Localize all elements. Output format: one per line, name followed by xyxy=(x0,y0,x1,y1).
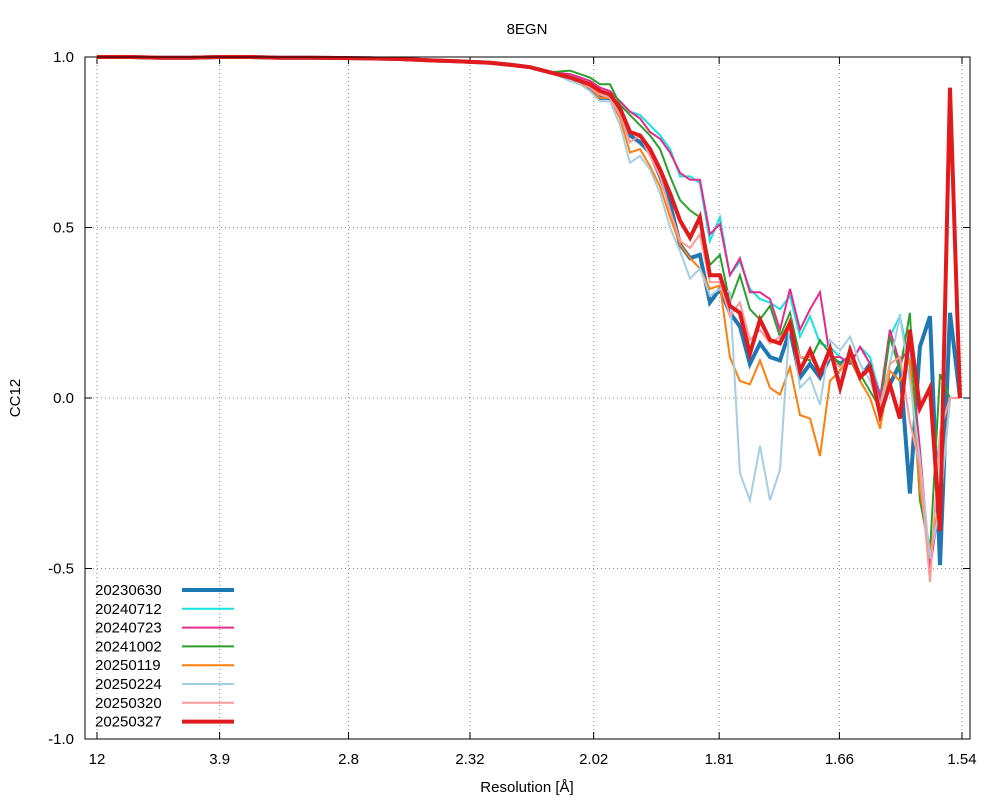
series-line-20250224 xyxy=(96,56,960,559)
series-line-20241002 xyxy=(96,56,960,552)
x-axis-label: Resolution [Å] xyxy=(480,779,573,796)
legend-label: 20250320 xyxy=(95,695,162,712)
y-tick-label: -1.0 xyxy=(48,731,74,748)
series-line-20250320 xyxy=(96,56,960,583)
legend-label: 20230630 xyxy=(95,582,162,599)
plot-frame xyxy=(84,56,971,740)
y-tick-label: 0.0 xyxy=(53,390,74,407)
series-line-20230630 xyxy=(96,55,962,566)
series-line-20250119 xyxy=(96,56,960,552)
x-tick-label: 1.54 xyxy=(947,751,976,768)
series-line-20240723 xyxy=(96,56,960,569)
x-tick-label: 2.02 xyxy=(579,751,608,768)
legend-label: 20250327 xyxy=(95,714,162,731)
x-tick-label: 12 xyxy=(89,751,106,768)
legend-label: 20250119 xyxy=(95,657,161,674)
y-axis-label: CC12 xyxy=(7,379,24,417)
x-tick-label: 1.66 xyxy=(825,751,854,768)
x-tick-label: 2.8 xyxy=(338,751,359,768)
series-line-20240712 xyxy=(96,56,960,549)
axis-ticks: 12 3.9 2.8 2.32 2.02 1.81 1.66 1.54 1.0 0.5 0.0 -0.… xyxy=(48,49,976,768)
x-tick-label: 1.81 xyxy=(705,751,734,768)
y-tick-label: 0.5 xyxy=(53,220,74,237)
legend-label: 20240723 xyxy=(95,620,162,637)
series-lines xyxy=(96,55,962,583)
x-tick-label: 3.9 xyxy=(209,751,230,768)
legend-label: 20240712 xyxy=(95,601,162,618)
legend-label: 20241002 xyxy=(95,638,162,655)
series-line-20250327 xyxy=(96,55,962,532)
y-tick-label: 1.0 xyxy=(53,49,74,66)
grid xyxy=(85,56,970,740)
x-tick-label: 2.32 xyxy=(455,751,484,768)
y-tick-label: -0.5 xyxy=(48,561,74,578)
chart-title: 8EGN xyxy=(507,21,548,38)
legend-label: 20250224 xyxy=(95,676,162,693)
